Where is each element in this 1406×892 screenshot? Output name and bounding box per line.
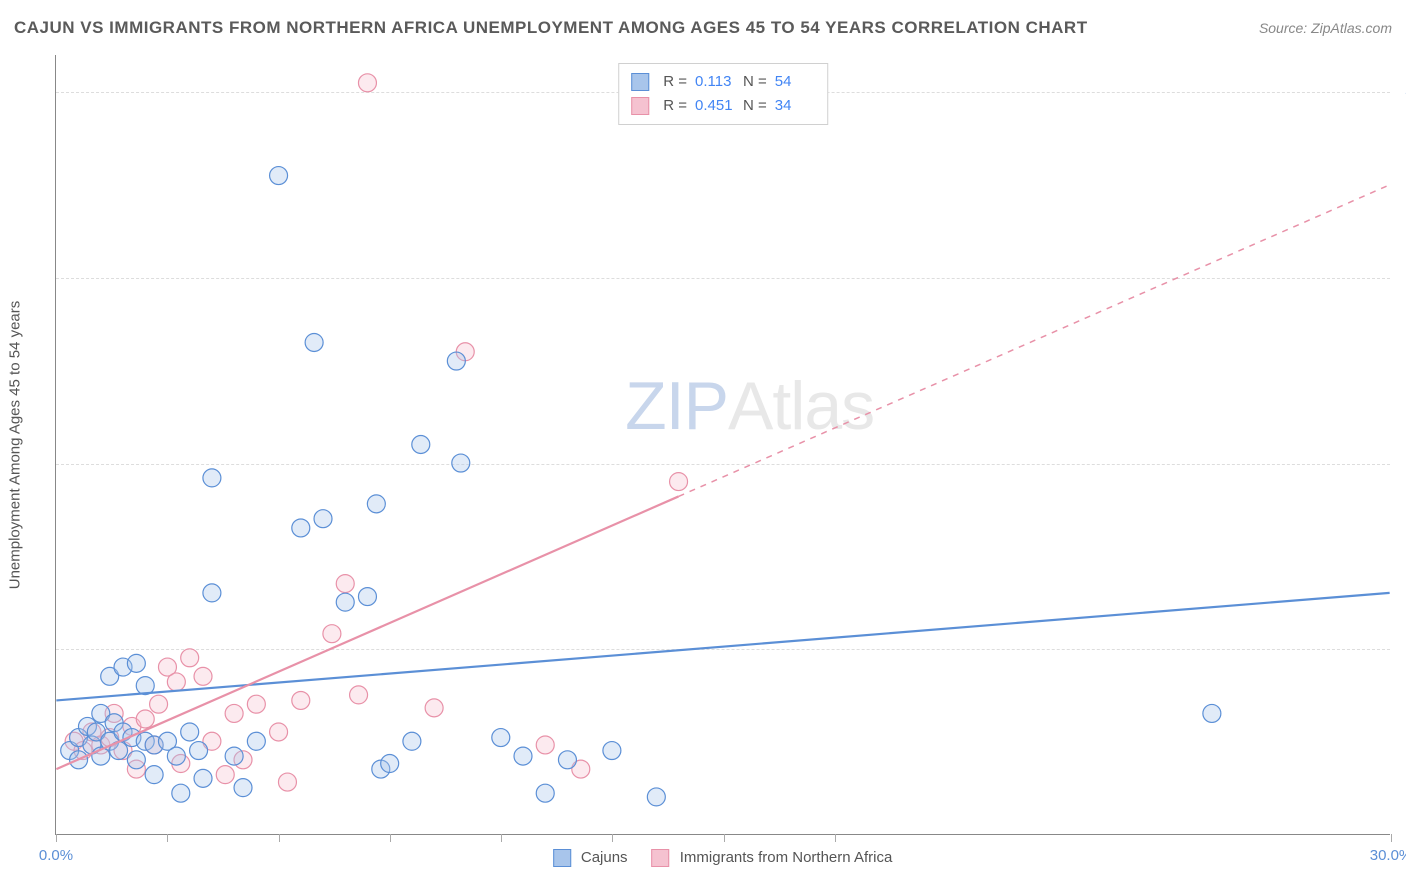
- point-a: [203, 584, 221, 602]
- point-b: [292, 691, 310, 709]
- point-a: [1203, 704, 1221, 722]
- plot-area: Unemployment Among Ages 45 to 54 years 1…: [55, 55, 1390, 835]
- point-b: [270, 723, 288, 741]
- point-a: [336, 593, 354, 611]
- point-b: [247, 695, 265, 713]
- point-b: [350, 686, 368, 704]
- y-axis-label: Unemployment Among Ages 45 to 54 years: [7, 301, 24, 590]
- point-a: [514, 747, 532, 765]
- point-b: [150, 695, 168, 713]
- point-b: [216, 766, 234, 784]
- swatch-a: [631, 73, 649, 91]
- scatter-chart: [56, 55, 1390, 834]
- point-b: [194, 667, 212, 685]
- x-tick: [501, 834, 502, 842]
- point-b: [323, 625, 341, 643]
- source-label: Source: ZipAtlas.com: [1259, 20, 1392, 36]
- x-tick: [167, 834, 168, 842]
- point-a: [536, 784, 554, 802]
- point-a: [492, 729, 510, 747]
- point-a: [292, 519, 310, 537]
- point-a: [381, 755, 399, 773]
- x-tick: [612, 834, 613, 842]
- point-a: [403, 732, 421, 750]
- point-a: [314, 510, 332, 528]
- point-a: [558, 751, 576, 769]
- point-a: [647, 788, 665, 806]
- x-tick: [279, 834, 280, 842]
- point-a: [603, 742, 621, 760]
- point-a: [181, 723, 199, 741]
- point-a: [270, 167, 288, 185]
- point-b: [136, 710, 154, 728]
- legend-item-b: Immigrants from Northern Africa: [652, 849, 893, 867]
- point-a: [234, 779, 252, 797]
- point-b: [536, 736, 554, 754]
- x-tick: [56, 834, 57, 842]
- swatch-b-icon: [652, 849, 670, 867]
- point-b: [670, 473, 688, 491]
- point-b: [358, 74, 376, 92]
- correlation-legend: R = 0.113 N = 54 R = 0.451 N = 34: [618, 63, 828, 125]
- point-a: [452, 454, 470, 472]
- series-legend: Cajuns Immigrants from Northern Africa: [553, 849, 893, 867]
- swatch-b: [631, 97, 649, 115]
- legend-item-a: Cajuns: [553, 849, 628, 867]
- point-b: [181, 649, 199, 667]
- point-a: [127, 654, 145, 672]
- trendline-b-dash: [679, 185, 1390, 497]
- point-a: [367, 495, 385, 513]
- legend-row-a: R = 0.113 N = 54: [631, 70, 815, 94]
- y-tick-label: 10.0%: [1398, 641, 1406, 658]
- point-a: [167, 747, 185, 765]
- y-tick-label: 40.0%: [1398, 84, 1406, 101]
- point-a: [190, 742, 208, 760]
- point-a: [203, 469, 221, 487]
- y-tick-label: 30.0%: [1398, 269, 1406, 286]
- point-b: [336, 575, 354, 593]
- x-tick: [835, 834, 836, 842]
- point-b: [225, 704, 243, 722]
- x-tick-label: 0.0%: [39, 847, 73, 864]
- trendline-a: [56, 593, 1389, 701]
- x-tick: [390, 834, 391, 842]
- point-a: [305, 333, 323, 351]
- point-a: [172, 784, 190, 802]
- legend-row-b: R = 0.451 N = 34: [631, 94, 815, 118]
- swatch-a-icon: [553, 849, 571, 867]
- x-tick-label: 30.0%: [1370, 847, 1406, 864]
- point-b: [278, 773, 296, 791]
- point-a: [194, 769, 212, 787]
- trendline-b-solid: [56, 496, 678, 769]
- chart-title: CAJUN VS IMMIGRANTS FROM NORTHERN AFRICA…: [14, 18, 1088, 38]
- point-b: [167, 673, 185, 691]
- point-a: [447, 352, 465, 370]
- point-b: [425, 699, 443, 717]
- x-tick: [724, 834, 725, 842]
- point-a: [225, 747, 243, 765]
- point-a: [247, 732, 265, 750]
- y-tick-label: 20.0%: [1398, 455, 1406, 472]
- point-a: [127, 751, 145, 769]
- point-a: [412, 436, 430, 454]
- point-a: [358, 588, 376, 606]
- point-a: [145, 766, 163, 784]
- x-tick: [1391, 834, 1392, 842]
